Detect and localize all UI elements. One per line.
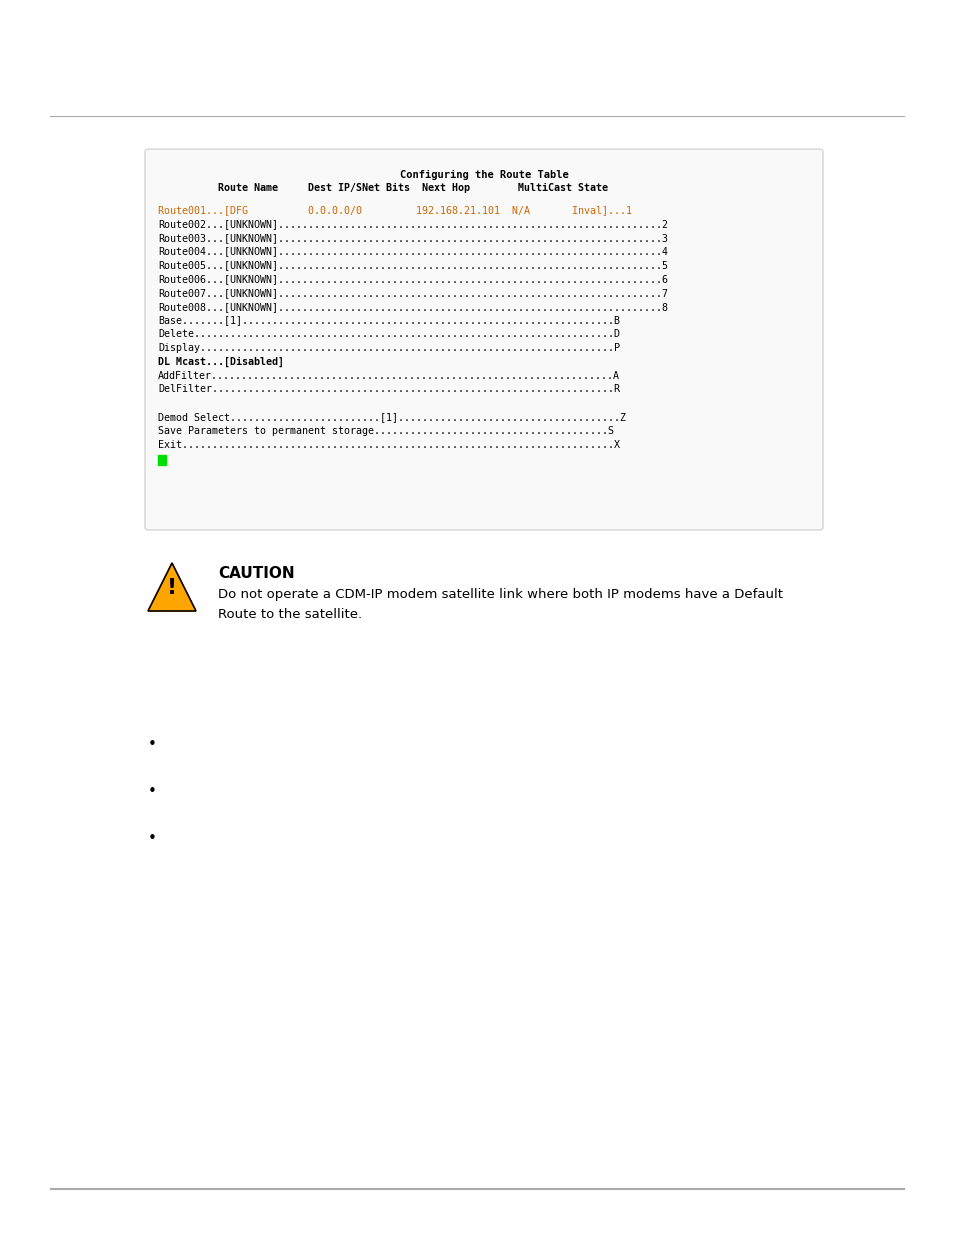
Text: Delete......................................................................D: Delete..................................…	[158, 330, 619, 340]
Text: Route to the satellite.: Route to the satellite.	[218, 608, 362, 621]
Text: Display.....................................................................P: Display.................................…	[158, 343, 619, 353]
Text: •: •	[148, 784, 156, 799]
Text: CAUTION: CAUTION	[218, 566, 294, 580]
Bar	[158, 456, 166, 466]
Text: Do not operate a CDM-IP modem satellite link where both IP modems have a Default: Do not operate a CDM-IP modem satellite …	[218, 588, 782, 601]
Text: Route008...[UNKNOWN]............................................................: Route008...[UNKNOWN]....................…	[158, 301, 667, 311]
Text: Save Parameters to permanent storage.......................................S: Save Parameters to permanent storage....…	[158, 426, 614, 436]
Text: Route004...[UNKNOWN]............................................................: Route004...[UNKNOWN]....................…	[158, 247, 667, 257]
Text: AddFilter...................................................................A: AddFilter...............................…	[158, 370, 619, 380]
Text: DL Mcast...[Disabled]: DL Mcast...[Disabled]	[158, 357, 284, 367]
Text: Configuring the Route Table: Configuring the Route Table	[399, 170, 568, 180]
Text: •: •	[148, 737, 156, 752]
Text: •: •	[148, 831, 156, 846]
Text: Route003...[UNKNOWN]............................................................: Route003...[UNKNOWN]....................…	[158, 232, 667, 242]
Text: Route Name     Dest IP/SNet Bits  Next Hop        MultiCast State: Route Name Dest IP/SNet Bits Next Hop Mu…	[158, 183, 607, 193]
Text: Base.......[1]..............................................................B: Base.......[1]..........................…	[158, 315, 619, 325]
Text: Route002...[UNKNOWN]............................................................: Route002...[UNKNOWN]....................…	[158, 219, 667, 228]
Text: Route007...[UNKNOWN]............................................................: Route007...[UNKNOWN]....................…	[158, 288, 667, 298]
FancyBboxPatch shape	[145, 149, 822, 530]
Text: Demod Select.........................[1].....................................Z: Demod Select.........................[1]…	[158, 412, 625, 422]
Text: Route001...[DFG          0.0.0.0/0         192.168.21.101  N/A       Inval]...1: Route001...[DFG 0.0.0.0/0 192.168.21.101…	[158, 205, 631, 215]
Text: Exit........................................................................X: Exit....................................…	[158, 440, 619, 450]
Polygon shape	[148, 563, 195, 611]
Text: Route006...[UNKNOWN]............................................................: Route006...[UNKNOWN]....................…	[158, 274, 667, 284]
Text: !: !	[167, 578, 177, 598]
Text: DelFilter...................................................................R: DelFilter...............................…	[158, 384, 619, 394]
Text: Route005...[UNKNOWN]............................................................: Route005...[UNKNOWN]....................…	[158, 261, 667, 270]
